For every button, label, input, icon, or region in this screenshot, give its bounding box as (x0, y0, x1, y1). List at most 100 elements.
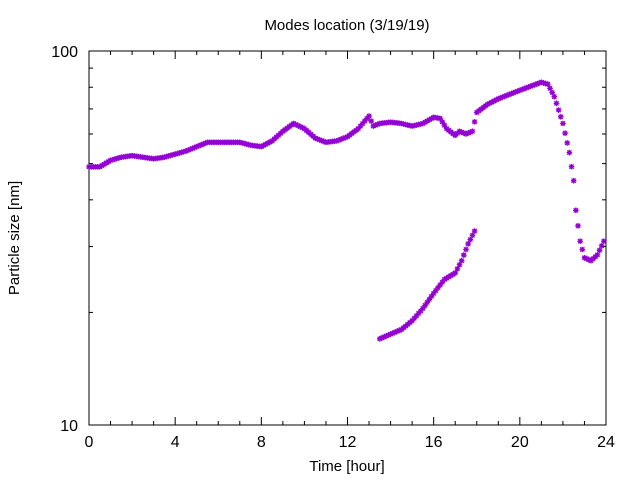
data-point (417, 308, 424, 314)
data-point (370, 123, 377, 129)
data-point (486, 100, 493, 107)
x-tick-label: 0 (85, 434, 94, 451)
data-point (570, 177, 577, 184)
data-point (523, 85, 530, 91)
data-point (506, 91, 512, 98)
data-point (200, 141, 206, 147)
data-point (437, 282, 443, 288)
data-point (295, 122, 301, 129)
data-point (422, 302, 428, 309)
data-point (267, 139, 273, 145)
data-point (430, 290, 437, 297)
data-point (540, 80, 547, 86)
data-point (471, 228, 478, 234)
data-point (394, 328, 400, 335)
data-point (529, 82, 536, 89)
data-point (411, 315, 418, 322)
data-point (290, 120, 297, 127)
x-tick-label: 8 (257, 434, 266, 451)
data-point (568, 163, 575, 170)
data-point (577, 238, 583, 245)
data-point (508, 90, 515, 97)
data-point (424, 299, 431, 306)
data-point (456, 261, 463, 268)
data-point (193, 143, 200, 150)
data-point (484, 101, 491, 108)
data-point (366, 113, 372, 119)
data-point (547, 85, 553, 92)
data-point (456, 128, 463, 135)
data-point (385, 332, 392, 338)
data-point (333, 138, 340, 144)
data-point (372, 122, 379, 128)
data-point (316, 136, 323, 143)
data-point (517, 87, 523, 94)
data-point (465, 130, 471, 136)
data-point (454, 266, 461, 272)
data-point (420, 305, 426, 312)
data-point (202, 140, 209, 146)
data-point (258, 143, 265, 150)
data-point (566, 149, 573, 156)
x-axis-label: Time [hour] (309, 458, 384, 475)
data-point (191, 144, 198, 151)
data-point (379, 335, 385, 341)
data-point (389, 330, 396, 336)
data-point (458, 257, 465, 264)
data-point (551, 93, 558, 100)
data-point (357, 123, 364, 129)
data-point (441, 122, 448, 129)
data-point (185, 147, 191, 153)
data-point (542, 80, 549, 87)
data-point (579, 246, 586, 253)
data-point (538, 79, 545, 86)
y-tick-label: 10 (60, 418, 78, 435)
data-point (461, 252, 467, 258)
data-point (368, 118, 374, 124)
data-point (495, 96, 502, 102)
tick-labels: 0 4 8 12 16 20 24 10 100 (51, 44, 615, 451)
data-point (437, 115, 443, 122)
data-point (377, 336, 383, 342)
data-point (318, 137, 325, 144)
data-points (86, 79, 607, 342)
data-point (433, 287, 439, 294)
x-tick-label: 24 (597, 434, 615, 451)
data-point (264, 140, 271, 146)
data-point (342, 134, 349, 141)
data-point (469, 232, 476, 239)
data-point (527, 83, 534, 90)
x-tick-label: 4 (171, 434, 180, 451)
data-point (581, 254, 588, 261)
data-point (196, 142, 202, 149)
data-point (312, 135, 318, 141)
plot-frame (88, 50, 607, 426)
x-tick-label: 12 (339, 434, 357, 451)
data-point (545, 81, 551, 88)
data-point (501, 93, 508, 100)
data-point (493, 97, 499, 103)
data-point (583, 255, 590, 262)
data-point (469, 128, 476, 135)
data-point (549, 89, 555, 96)
x-tick-label: 20 (511, 434, 529, 451)
data-point (594, 252, 601, 258)
data-point (471, 119, 478, 125)
data-point (497, 95, 504, 101)
data-point (198, 142, 204, 148)
data-point (532, 81, 538, 88)
data-point (525, 84, 532, 90)
data-point (262, 141, 269, 148)
data-point (409, 317, 415, 324)
data-point (519, 86, 525, 93)
data-point (439, 279, 446, 286)
data-point (321, 138, 327, 145)
y-tick-label: 100 (51, 44, 78, 61)
data-point (260, 142, 267, 149)
data-point (489, 99, 495, 105)
data-point (463, 131, 469, 137)
data-point (560, 120, 566, 127)
data-point (601, 238, 607, 245)
data-point (359, 120, 366, 127)
